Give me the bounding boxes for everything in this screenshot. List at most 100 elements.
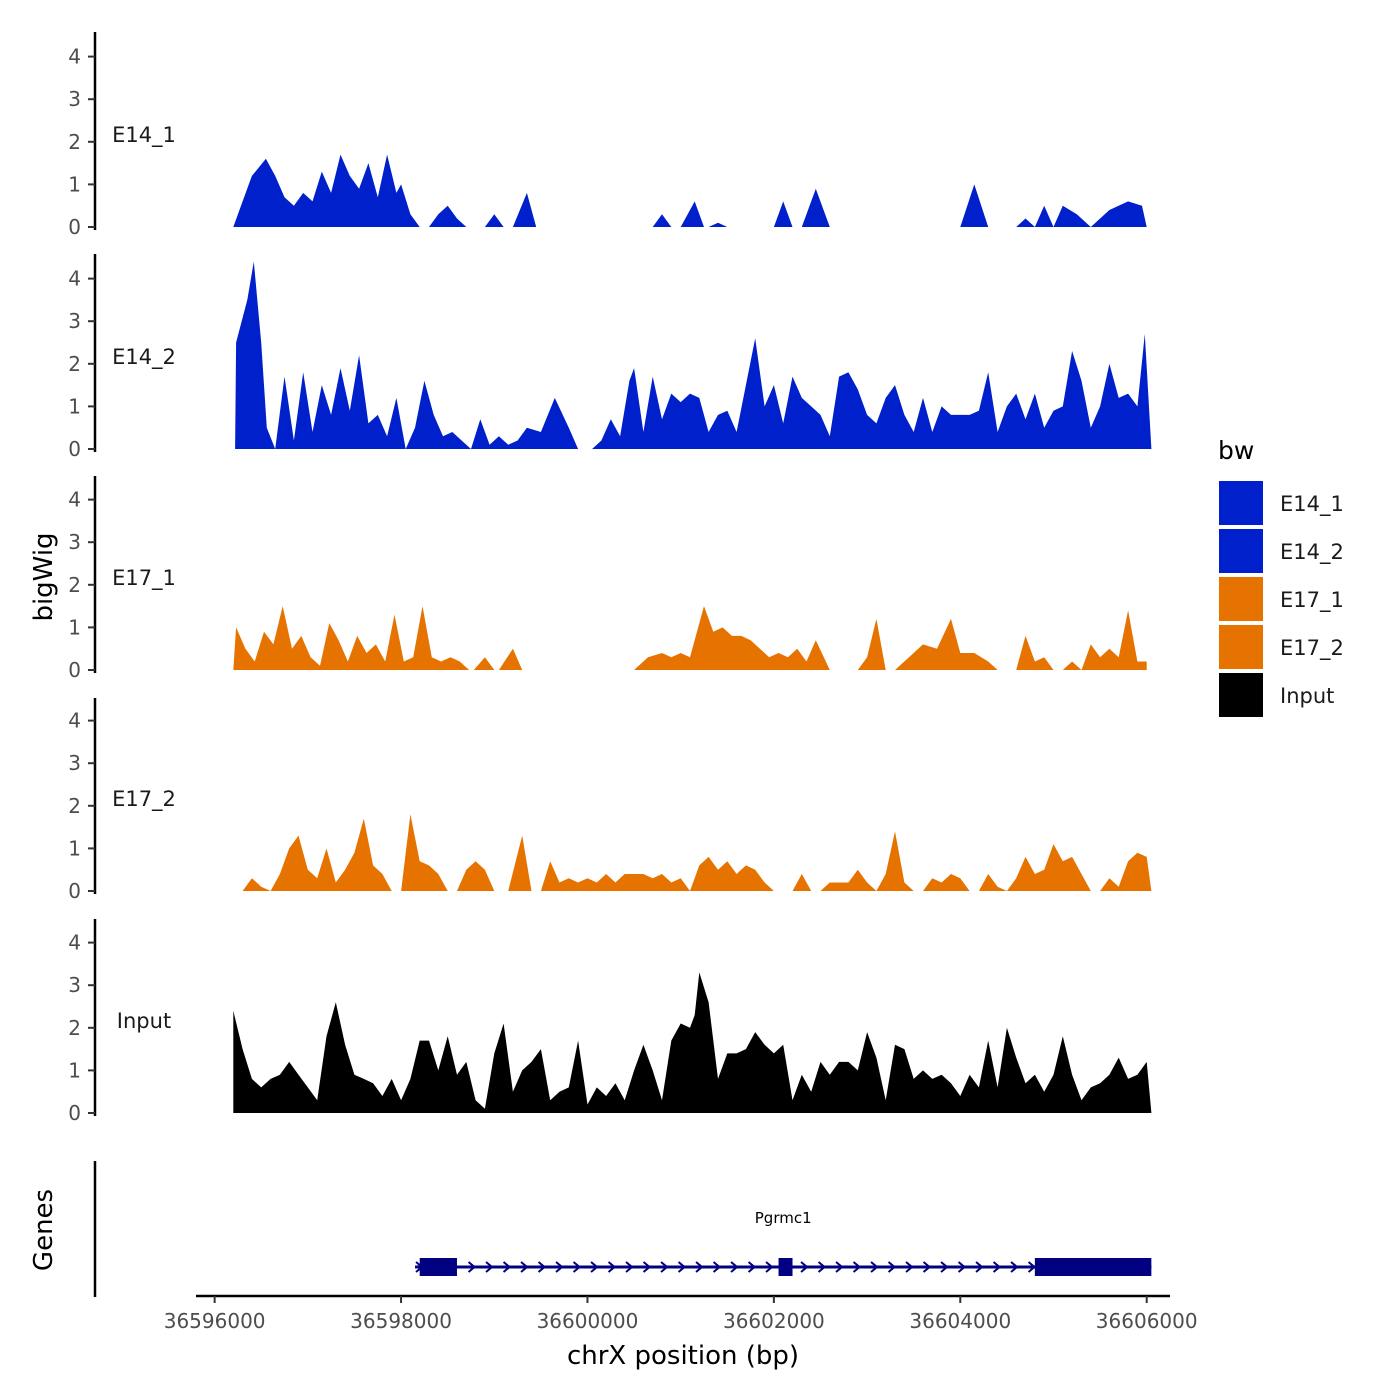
x-axis-title: chrX position (bp)	[567, 1341, 799, 1371]
x-tick-label: 36596000	[164, 1309, 266, 1333]
y-axis-title: bigWig	[29, 532, 59, 621]
x-tick-label: 36604000	[909, 1309, 1011, 1333]
strand-arrow	[660, 1261, 669, 1273]
y-tick-label: 4	[68, 488, 81, 512]
strand-arrow	[677, 1261, 687, 1273]
strand-arrow	[852, 1261, 862, 1273]
y-tick-label: 2	[68, 1016, 81, 1040]
y-tick-label: 2	[68, 130, 81, 154]
strand-arrow	[555, 1261, 564, 1273]
strand-arrow	[922, 1261, 932, 1273]
strand-arrow	[835, 1261, 844, 1273]
y-tick-label: 1	[68, 394, 81, 418]
gene-exon	[778, 1258, 793, 1276]
area-input	[233, 972, 1152, 1113]
strand-arrow	[1027, 1261, 1037, 1273]
track-label-e17-1: E17_1	[112, 566, 176, 591]
strand-arrow	[485, 1261, 494, 1273]
gene-name-label: Pgrmc1	[755, 1209, 812, 1227]
y-tick-label: 4	[68, 267, 81, 291]
y-tick-label: 3	[68, 751, 81, 775]
x-tick-label: 36600000	[537, 1309, 639, 1333]
strand-arrow	[695, 1261, 704, 1273]
y-tick-label: 4	[68, 931, 81, 955]
strand-arrow	[975, 1261, 984, 1273]
legend-swatch-e14-2	[1219, 529, 1263, 573]
y-tick-label: 1	[68, 836, 81, 860]
strand-arrow	[887, 1261, 897, 1273]
strand-arrow	[590, 1261, 599, 1273]
y-tick-label: 2	[68, 352, 81, 376]
bigwig-panels: 0 1 2 3 4 E14_1 0 1 2 3 4 E14_2 0 1 2 3 4 E17_1 0 1 2 3 4 E17_2…	[68, 32, 1152, 1125]
y-tick-label: 3	[68, 309, 81, 333]
strand-arrow	[817, 1261, 827, 1273]
strand-arrow	[467, 1261, 477, 1273]
y-tick-label: 3	[68, 87, 81, 111]
y-tick-label: 0	[68, 879, 81, 903]
strand-arrow	[747, 1261, 757, 1273]
legend-label-e17-2: E17_2	[1280, 636, 1344, 661]
legend-label-e14-2: E14_2	[1280, 540, 1344, 565]
strand-arrow	[520, 1261, 529, 1273]
legend-label-input: Input	[1280, 684, 1334, 708]
y-tick-label: 4	[68, 709, 81, 733]
y-tick-label: 1	[68, 615, 81, 639]
area-e17-2	[242, 814, 1152, 891]
genes-track: Pgrmc1	[93, 1161, 1152, 1297]
panel-input: 0 1 2 3 4 Input	[68, 919, 1152, 1125]
strand-arrow	[870, 1261, 879, 1273]
y-tick-label: 0	[68, 1101, 81, 1125]
y-tick-label: 4	[68, 45, 81, 69]
strand-arrow	[992, 1261, 1002, 1273]
track-label-e17-2: E17_2	[112, 787, 176, 812]
y-tick-label: 0	[68, 437, 81, 461]
strand-arrow	[537, 1261, 547, 1273]
y-tick-label: 3	[68, 530, 81, 554]
strand-arrow	[940, 1261, 949, 1273]
legend-swatch-e14-1	[1219, 481, 1263, 525]
legend: bw E14_1 E14_2 E17_1 E17_2 Input	[1218, 436, 1344, 717]
panel-e14-1: 0 1 2 3 4 E14_1	[68, 32, 1147, 239]
area-e17-1	[233, 606, 1147, 670]
panel-e17-2: 0 1 2 3 4 E17_2	[68, 698, 1152, 903]
area-e14-2	[235, 261, 1152, 449]
strand-arrow	[1010, 1261, 1019, 1273]
y-tick-label: 1	[68, 172, 81, 196]
strand-arrow	[765, 1261, 774, 1273]
y-tick-label: 0	[68, 215, 81, 239]
y-tick-label: 2	[68, 794, 81, 818]
legend-swatch-input	[1219, 673, 1263, 717]
strand-arrow	[957, 1261, 967, 1273]
x-tick-label: 36602000	[723, 1309, 825, 1333]
strand-arrow	[502, 1261, 512, 1273]
x-axis: 36596000 36598000 36600000 36602000 36604000…	[164, 1294, 1198, 1333]
legend-swatch-e17-1	[1219, 577, 1263, 621]
strand-arrow	[905, 1261, 914, 1273]
y-tick-label: 2	[68, 573, 81, 597]
legend-label-e14-1: E14_1	[1280, 492, 1344, 517]
gene-exon	[419, 1258, 457, 1276]
x-tick-label: 36606000	[1096, 1309, 1198, 1333]
panel-e14-2: 0 1 2 3 4 E14_2	[68, 254, 1152, 461]
legend-title: bw	[1218, 436, 1254, 465]
y-tick-label: 3	[68, 973, 81, 997]
strand-arrow	[625, 1261, 634, 1273]
track-label-input: Input	[117, 1009, 171, 1033]
strand-arrow	[800, 1261, 809, 1273]
strand-arrow	[730, 1261, 739, 1273]
legend-label-e17-1: E17_1	[1280, 588, 1344, 613]
track-label-e14-2: E14_2	[112, 345, 176, 370]
track-label-e14-1: E14_1	[112, 123, 176, 148]
y-tick-label: 1	[68, 1058, 81, 1082]
strand-arrow	[607, 1261, 617, 1273]
panel-e17-1: 0 1 2 3 4 E17_1	[68, 476, 1147, 682]
x-tick-label: 36598000	[350, 1309, 452, 1333]
y-tick-label: 0	[68, 658, 81, 682]
strand-arrow	[572, 1261, 582, 1273]
area-e14-1	[233, 154, 1147, 227]
strand-arrow	[712, 1261, 722, 1273]
legend-swatch-e17-2	[1219, 625, 1263, 669]
genes-axis-title: Genes	[29, 1189, 59, 1271]
strand-arrow	[642, 1261, 652, 1273]
